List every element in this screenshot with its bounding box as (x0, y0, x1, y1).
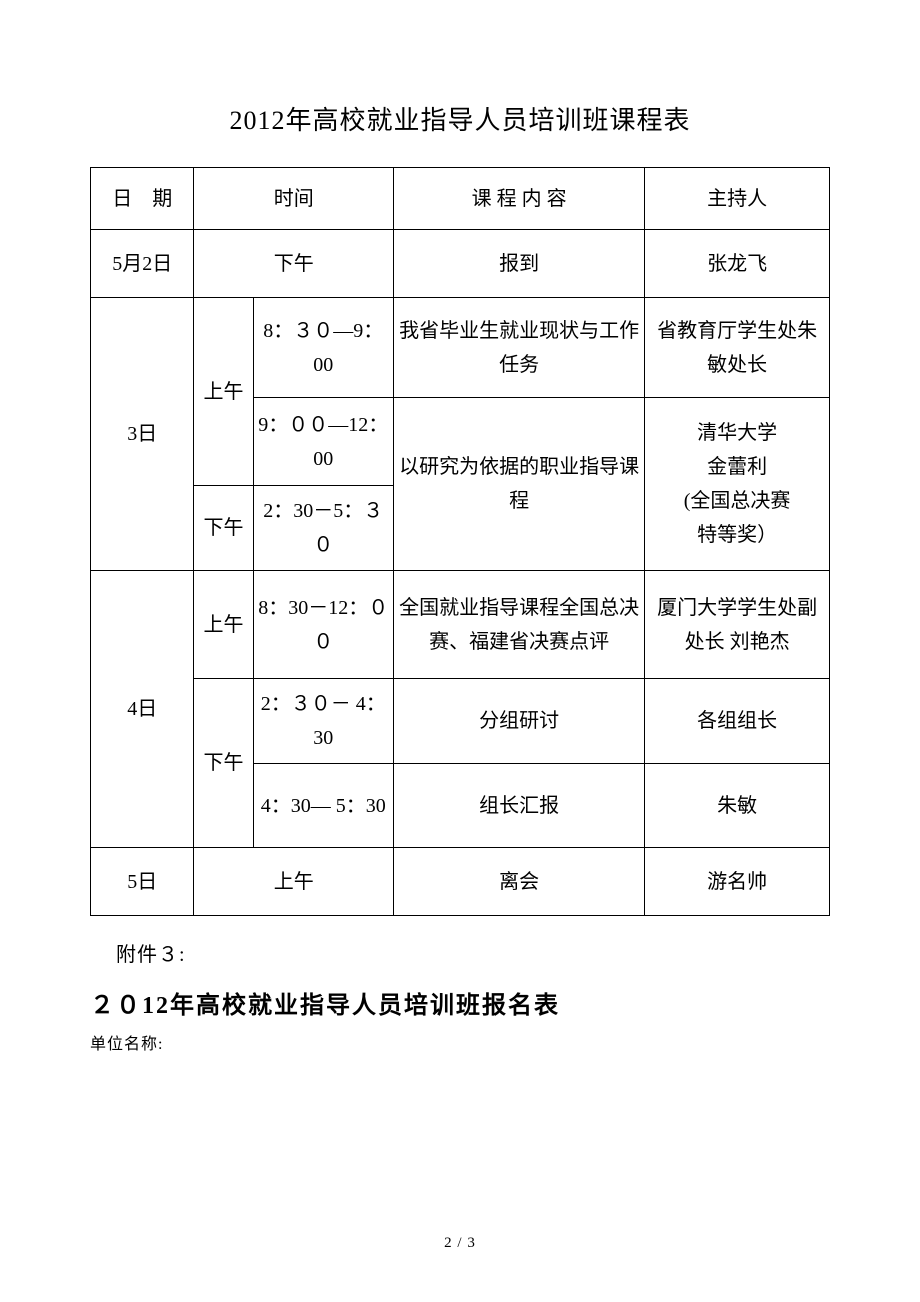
cell-time: 4：30— 5：30 (253, 764, 393, 848)
cell-time: 上午 (194, 848, 394, 916)
cell-host: 张龙飞 (645, 230, 830, 298)
cell-host: 厦门大学学生处副处长 刘艳杰 (645, 571, 830, 679)
header-date: 日 期 (91, 168, 194, 230)
header-content: 课 程 内 容 (393, 168, 644, 230)
cell-content: 全国就业指导课程全国总决赛、福建省决赛点评 (393, 571, 644, 679)
table-header-row: 日 期 时间 课 程 内 容 主持人 (91, 168, 830, 230)
page-title: 2012年高校就业指导人员培训班课程表 (90, 100, 830, 137)
cell-content: 我省毕业生就业现状与工作任务 (393, 298, 644, 398)
cell-period: 下午 (194, 486, 253, 571)
cell-content: 以研究为依据的职业指导课程 (393, 398, 644, 571)
table-row: 5月2日 下午 报到 张龙飞 (91, 230, 830, 298)
cell-time: 下午 (194, 230, 394, 298)
cell-time: 8：30－12：００ (253, 571, 393, 679)
page-number: 2 / 3 (0, 1235, 920, 1252)
cell-date: 5日 (91, 848, 194, 916)
cell-time: 8：３０—9：00 (253, 298, 393, 398)
schedule-table: 日 期 时间 课 程 内 容 主持人 5月2日 下午 报到 张龙飞 3日 上午 … (90, 167, 830, 916)
cell-content: 组长汇报 (393, 764, 644, 848)
table-row: 4日 上午 8：30－12：００ 全国就业指导课程全国总决赛、福建省决赛点评 厦… (91, 571, 830, 679)
subtitle: ２０12年高校就业指导人员培训班报名表 (90, 985, 830, 1020)
cell-date: 3日 (91, 298, 194, 571)
cell-host: 朱敏 (645, 764, 830, 848)
cell-content: 报到 (393, 230, 644, 298)
table-row: 5日 上午 离会 游名帅 (91, 848, 830, 916)
header-host: 主持人 (645, 168, 830, 230)
cell-period: 下午 (194, 679, 253, 848)
cell-host: 清华大学金蕾利(全国总决赛特等奖） (645, 398, 830, 571)
attachment-label: 附件３: (90, 938, 830, 967)
table-row: 3日 上午 8：３０—9：00 我省毕业生就业现状与工作任务 省教育厅学生处朱敏… (91, 298, 830, 398)
cell-host: 各组组长 (645, 679, 830, 764)
header-time: 时间 (194, 168, 394, 230)
cell-time: 9：００—12：00 (253, 398, 393, 486)
cell-time: 2：３０－ 4：30 (253, 679, 393, 764)
cell-period: 上午 (194, 571, 253, 679)
cell-content: 离会 (393, 848, 644, 916)
unit-name-label: 单位名称: (90, 1030, 830, 1054)
table-row: 下午 2：３０－ 4：30 分组研讨 各组组长 (91, 679, 830, 764)
cell-content: 分组研讨 (393, 679, 644, 764)
cell-host: 省教育厅学生处朱敏处长 (645, 298, 830, 398)
cell-date: 5月2日 (91, 230, 194, 298)
cell-time: 2：30－5：３０ (253, 486, 393, 571)
cell-date: 4日 (91, 571, 194, 848)
cell-period: 上午 (194, 298, 253, 486)
cell-host: 游名帅 (645, 848, 830, 916)
